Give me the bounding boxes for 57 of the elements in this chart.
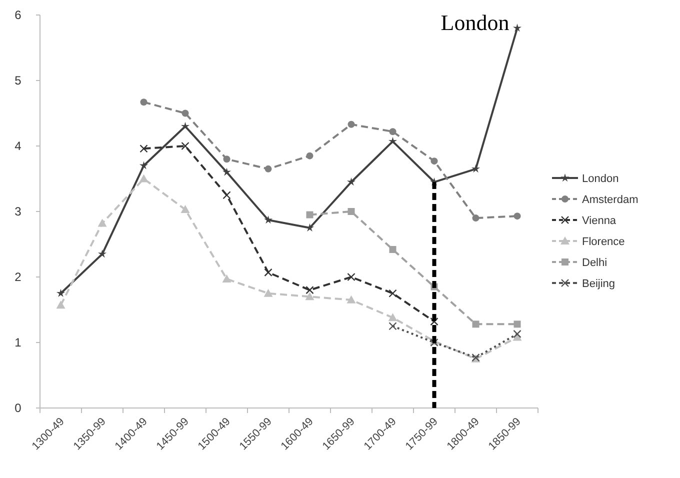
point [388, 289, 397, 298]
point [222, 168, 232, 176]
y-tick-label: 1 [14, 336, 22, 350]
point [140, 98, 148, 106]
legend-label: Beijing [582, 278, 616, 290]
point [388, 136, 398, 146]
legend-label: Amsterdam [582, 194, 638, 206]
point [139, 161, 148, 170]
point [513, 330, 522, 338]
point [388, 313, 398, 322]
point [182, 110, 189, 117]
y-tick-label: 3 [14, 204, 22, 219]
y-tick-label: 5 [14, 74, 22, 88]
point [180, 205, 190, 214]
y-tick-label: 6 [14, 8, 22, 22]
point [389, 246, 396, 253]
point [348, 120, 355, 128]
point [264, 216, 273, 224]
legend-label: Vienna [582, 214, 617, 227]
legend-label: Delhi [582, 256, 608, 269]
point [180, 122, 190, 130]
point [264, 268, 272, 277]
point [347, 272, 356, 282]
point [223, 156, 230, 163]
legend-label: Florence [582, 236, 625, 248]
point [346, 178, 356, 186]
point [389, 128, 396, 136]
point [430, 317, 438, 326]
point [430, 158, 438, 165]
point [348, 208, 355, 215]
point [388, 322, 397, 330]
point [472, 214, 480, 222]
point [181, 142, 190, 150]
point [514, 320, 521, 328]
point [306, 152, 314, 160]
point [346, 295, 356, 304]
legend-label: London [582, 172, 619, 185]
point [222, 191, 231, 200]
y-tick-label: 2 [14, 270, 22, 284]
point [264, 165, 272, 172]
point [512, 24, 522, 32]
point [471, 164, 480, 173]
point [472, 320, 480, 328]
point [56, 288, 66, 298]
annotation: London [440, 10, 510, 35]
point [98, 250, 107, 258]
point [98, 218, 107, 227]
point [306, 211, 314, 218]
y-tick-label: 0 [14, 401, 22, 416]
point [306, 286, 314, 294]
point [514, 212, 521, 220]
point [56, 300, 66, 309]
point [305, 292, 314, 300]
point [264, 288, 273, 297]
point [222, 274, 232, 282]
point [140, 144, 148, 153]
y-tick-label: 4 [14, 139, 22, 154]
